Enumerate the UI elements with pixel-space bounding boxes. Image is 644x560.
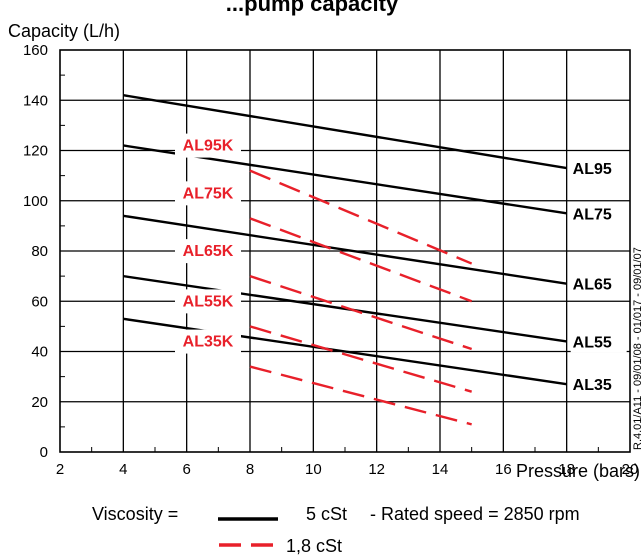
y-tick-label: 20: [31, 394, 48, 411]
x-tick-label: 14: [432, 461, 449, 478]
series-label-al75: AL75: [573, 206, 612, 223]
series-label-al75k: AL75K: [183, 185, 234, 202]
series-label-bg: [175, 239, 241, 264]
series-label-bg: [175, 181, 241, 206]
x-tick-label: 16: [495, 461, 512, 478]
x-tick-label: 12: [368, 461, 385, 478]
series-label-bg: [570, 157, 627, 180]
series-label-al55: AL55: [573, 334, 612, 351]
y-tick-label: 0: [40, 444, 48, 461]
x-tick-label: 10: [305, 461, 322, 478]
x-tick-label: 6: [182, 461, 190, 478]
series-line-al55k: [249, 325, 473, 393]
series-label-bg: [570, 202, 627, 225]
series-label-al95: AL95: [573, 161, 612, 178]
x-tick-label: 20: [622, 461, 639, 478]
series-line-al75k: [249, 217, 473, 303]
chart-title: ...pump capacity: [226, 0, 399, 16]
series-line-al65: [123, 214, 567, 285]
y-tick-label: 140: [23, 92, 48, 109]
series-label-al95k: AL95K: [183, 138, 234, 155]
y-tick-label: 40: [31, 344, 48, 361]
series-label-al35: AL35: [573, 377, 612, 394]
y-tick-label: 100: [23, 193, 48, 210]
y-tick-label: 160: [23, 42, 48, 59]
series-label-al65k: AL65K: [183, 243, 234, 260]
series-label-bg: [570, 272, 627, 295]
x-tick-label: 4: [119, 461, 127, 478]
series-line-al95: [123, 94, 567, 170]
y-tick-label: 60: [31, 293, 48, 310]
y-axis-label: Capacity (L/h): [8, 21, 120, 41]
series-label-al55k: AL55K: [183, 293, 234, 310]
series-line-al65k: [249, 274, 473, 351]
series-label-al35k: AL35K: [183, 334, 234, 351]
series-line-al95k: [249, 169, 473, 265]
x-axis-label: Pressure (bars): [516, 461, 640, 481]
series-line-al35k: [249, 365, 472, 426]
legend-rated-speed: - Rated speed = 2850 rpm: [370, 504, 580, 524]
x-tick-label: 18: [558, 461, 575, 478]
side-note: R.4.01/A11 - 09/01/08 - 01/017 - 09/01/0…: [632, 247, 644, 450]
series-label-bg: [175, 133, 241, 158]
x-tick-label: 8: [246, 461, 254, 478]
series-label-bg: [570, 373, 627, 396]
series-line-al55: [123, 274, 567, 343]
y-tick-label: 120: [23, 143, 48, 160]
legend-dashed-label: 1,8 cSt: [286, 536, 342, 555]
legend-prefix: Viscosity =: [92, 504, 178, 524]
series-label-bg: [175, 329, 241, 354]
legend-solid-label: 5 cSt: [306, 504, 347, 524]
x-tick-label: 2: [56, 461, 64, 478]
series-label-bg: [570, 330, 627, 353]
series-label-al65: AL65: [573, 277, 612, 294]
series-label-bg: [175, 289, 241, 314]
y-tick-label: 80: [31, 243, 48, 260]
